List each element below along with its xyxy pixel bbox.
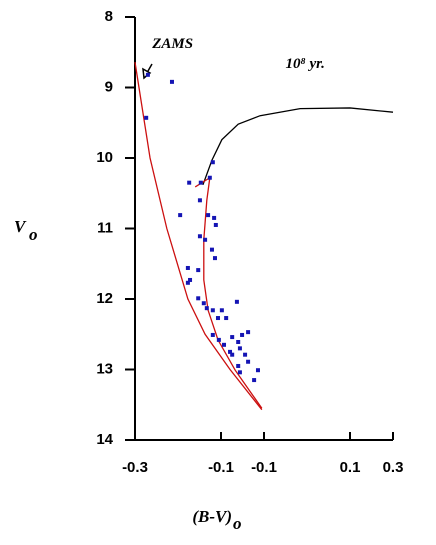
curve — [134, 62, 263, 411]
y-label: V o — [14, 217, 38, 244]
point — [196, 268, 201, 273]
point — [215, 316, 220, 321]
point — [207, 175, 212, 180]
annotation: ZAMS — [151, 36, 193, 52]
y-tick-label: 13 — [96, 360, 113, 377]
point — [210, 332, 215, 337]
x-label-main: (B-V) — [192, 507, 232, 526]
x-tick-label: -0.1 — [208, 459, 234, 476]
point — [204, 306, 209, 311]
point — [243, 352, 248, 357]
point — [234, 299, 239, 304]
point — [236, 340, 241, 345]
annotation: 10⁸ yr. — [286, 56, 325, 72]
point — [144, 115, 149, 120]
x-tick-label: -0.3 — [122, 459, 148, 476]
point — [213, 222, 218, 227]
x-label: (B-V) o — [192, 507, 241, 533]
point — [228, 349, 233, 354]
point — [209, 247, 214, 252]
point — [255, 368, 260, 373]
curve — [202, 107, 394, 186]
point — [230, 352, 235, 357]
point — [252, 378, 257, 383]
point — [203, 237, 208, 242]
point — [178, 213, 183, 218]
y-label-main: V — [14, 217, 27, 236]
point — [210, 160, 215, 165]
point — [230, 335, 235, 340]
y-tick-label: 10 — [96, 149, 113, 166]
point — [185, 280, 190, 285]
y-tick-label: 9 — [105, 78, 113, 95]
point — [196, 296, 201, 301]
point — [201, 301, 206, 306]
y-tick-label: 12 — [96, 290, 113, 307]
x-tick-label: 0.3 — [383, 459, 404, 476]
point — [198, 180, 203, 185]
point — [197, 198, 202, 203]
x-tick-label: -0.1 — [251, 459, 277, 476]
point — [188, 277, 193, 282]
curve — [194, 176, 263, 409]
point — [237, 346, 242, 351]
point — [212, 215, 217, 220]
point — [240, 332, 245, 337]
point — [219, 308, 224, 313]
y-label-sub: o — [29, 225, 38, 244]
point — [145, 72, 150, 77]
y-tick-label: 14 — [96, 431, 113, 448]
point — [222, 342, 227, 347]
y-tick-label: 11 — [97, 219, 113, 236]
point — [187, 180, 192, 185]
x-tick-label: 0.1 — [340, 459, 361, 476]
point — [197, 234, 202, 239]
point — [224, 316, 229, 321]
point — [185, 265, 190, 270]
point — [206, 213, 211, 218]
point — [210, 308, 215, 313]
point — [236, 363, 241, 368]
point — [246, 359, 251, 364]
y-tick-label: 8 — [105, 8, 113, 25]
point — [216, 337, 221, 342]
x-label-sub: o — [233, 514, 242, 533]
point — [169, 79, 174, 84]
point — [246, 330, 251, 335]
point — [212, 256, 217, 261]
point — [237, 370, 242, 375]
